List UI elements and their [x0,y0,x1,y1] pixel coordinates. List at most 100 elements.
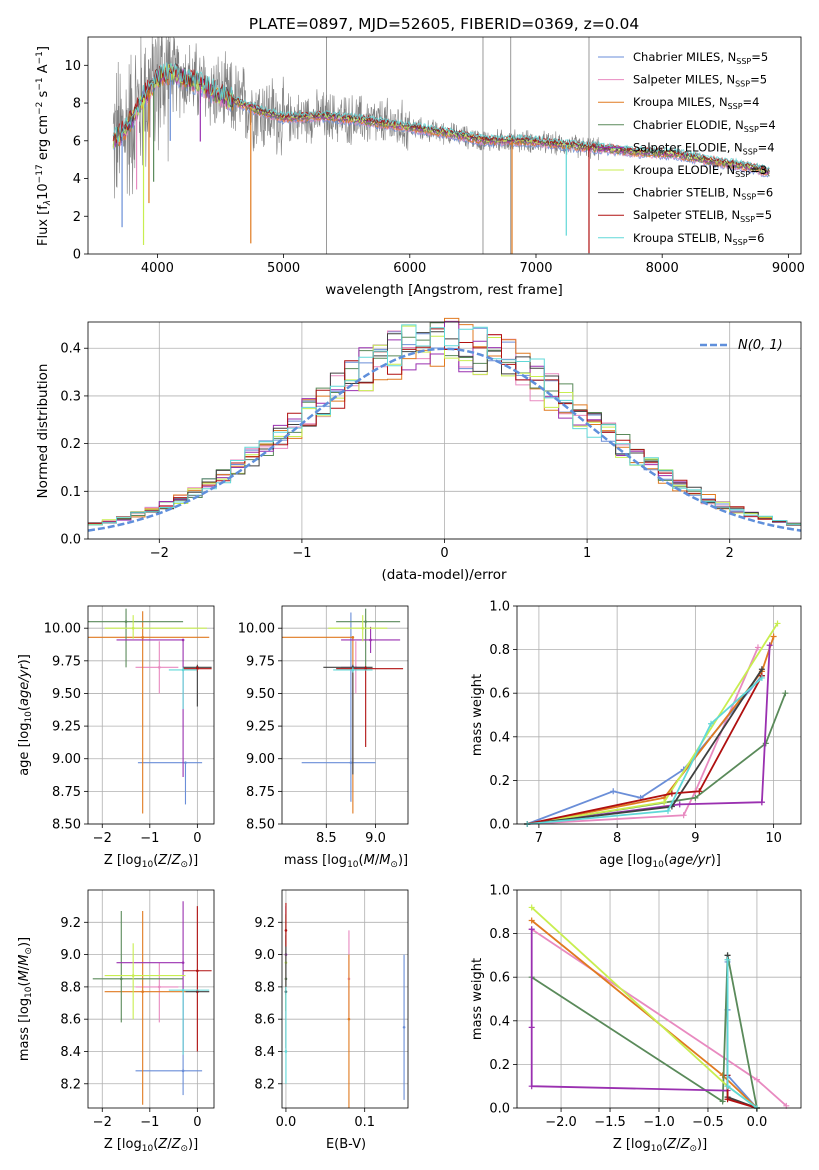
y-tick-label: 9.0 [254,948,275,963]
data-point [184,761,187,764]
age-vs-Z-chart: −2 −1 0 8.50 8.75 9.00 9.25 9.50 9.75 10.00 Z [lo… [17,605,215,870]
x-tick-label: −0.5 [692,1115,724,1130]
y-tick-label: 0.2 [489,1058,510,1073]
mass-weight-marker [668,790,675,797]
data-point [196,969,199,973]
data-point [181,638,185,642]
data-point [351,636,355,639]
y-tick-label: 9.25 [52,720,81,735]
gauss-legend-label: N(0, 1) [738,338,783,353]
data-point [181,668,185,672]
y-tick-label: 0.8 [489,927,510,942]
mass-weight-marker [692,794,699,801]
spectrum-chart: 4000 5000 6000 7000 8000 9000 0 2 4 6 8 10 waveleng… [35,36,805,298]
mass-weight-marker [724,1083,731,1090]
data-point [402,1025,406,1029]
y-tick-label: 0 [73,248,81,263]
legend-entry: Chabrier ELODIE, NSSP=4 [633,118,776,134]
y-tick-label: 0.3 [60,389,81,404]
data-point [196,667,199,670]
x-tick-label: −2 [93,1115,112,1130]
mass-weight-line [527,645,771,825]
mass-vs-Z-chart: −2 −1 08.28.48.68.89.09.2 Z [log10(Z/Z⊙)] … [17,889,215,1154]
mass-weight-marker [528,917,535,924]
y-tick-label: 0.0 [489,1102,510,1117]
mass-weight-marker [528,926,535,933]
age-vs-mass-ticks: 8.5 9.0 8.50 8.75 9.00 9.25 9.50 9.75 10.00 [238,622,386,846]
mass-weight-vs-Z-ylabel: mass weight [470,958,485,1040]
mass-weight-vs-Z-marks [528,904,790,1111]
x-tick-label: 8.5 [316,831,337,846]
mass-vs-Z-xlabel: Z [log10(Z/Z⊙)] [104,1137,198,1154]
mass-weight-marker [676,801,683,808]
mass-vs-Z-marks [92,901,212,1105]
y-tick-label: 9.25 [246,720,275,735]
mass-vs-Z-ylabel: mass [log10(M/M⊙)] [17,937,34,1061]
data-point [347,1017,351,1021]
y-tick-label: 4 [73,172,81,187]
mass-weight-marker [724,956,731,963]
age-vs-Z-ylabel: age [log10(age/yr)] [17,654,34,776]
y-tick-label: 0.0 [60,533,81,548]
mass-weight-line [527,692,787,825]
mass-weight-vs-Z-xlabel: Z [log10(Z/Z⊙)] [613,1137,707,1154]
residual-legend: N(0, 1) [700,338,783,353]
y-tick-label: 9.50 [52,687,81,702]
mass-weight-marker [758,799,765,806]
mass-weight-marker [528,1024,535,1031]
spectrum-legend: Chabrier MILES, NSSP=5 Salpeter MILES, NS… [598,50,776,247]
mass-weight-vs-age-frame [516,605,802,825]
data-point [369,638,372,642]
age-vs-Z-ticks: −2 −1 0 8.50 8.75 9.00 9.25 9.50 9.75 10.00 [44,622,202,846]
mass-vs-EBV-xlabel: E(B-V) [326,1137,366,1152]
mass-weight-marker [770,633,777,640]
age-vs-Z-frame [87,605,215,825]
legend-entry: Kroupa ELODIE, NSSP=3 [633,163,767,179]
data-point [141,990,144,994]
mass-weight-marker [664,807,671,814]
age-vs-mass-frame [281,605,409,825]
data-point [181,1069,185,1073]
y-tick-label: 0.0 [489,818,510,833]
legend-entry: Chabrier STELIB, NSSP=6 [633,186,773,202]
age-vs-mass-grid [282,606,408,825]
x-tick-label: 8000 [646,261,679,276]
mass-weight-vs-Z-chart: −2.0 −1.5 −1.0 −0.5 0.0 0.0 0.2 0.4 0.6 0.8 1.0 Z … [470,884,802,1154]
mass-weight-vs-age-marks [524,620,789,827]
y-tick-label: 0.1 [60,485,81,500]
x-tick-label: 2 [726,546,734,561]
y-tick-label: 8.2 [254,1077,275,1092]
legend-entry: Salpeter STELIB, NSSP=5 [633,208,772,224]
mass-weight-marker [782,690,789,697]
y-tick-label: 10.00 [44,622,81,637]
age-vs-mass-marks [282,608,404,814]
residual-ticks: −2 −1 0 1 2 0.0 0.1 0.2 0.3 0.4 [60,342,734,561]
x-tick-label: −1.0 [643,1115,675,1130]
x-tick-label: 0 [193,831,201,846]
x-tick-label: 0 [440,546,448,561]
gauss-reference-curve [87,347,802,532]
data-point [351,668,355,672]
residual-xlabel: (data-model)/error [381,567,507,583]
y-tick-label: 9.0 [60,948,81,963]
y-tick-label: 0.2 [489,774,510,789]
mass-weight-line [527,622,779,825]
x-tick-label: −1.5 [594,1115,626,1130]
mass-weight-line [527,677,763,825]
y-tick-label: 2 [73,210,81,225]
data-point [364,667,367,670]
y-tick-label: 8.75 [52,785,81,800]
legend-entry: Chabrier MILES, NSSP=5 [633,50,768,66]
data-point [119,977,123,981]
data-point [284,1050,288,1053]
y-tick-label: 0.8 [489,643,510,658]
mass-vs-Z-ticks: −2 −1 0 8.2 8.4 8.6 8.8 9.0 9.2 [60,916,201,1130]
mass-weight-vs-Z-grid [517,889,801,1109]
mass-vs-Z-frame [87,889,215,1109]
mass-weight-marker [754,644,761,651]
y-tick-label: 9.2 [254,916,275,931]
x-tick-label: 0.1 [354,1115,375,1130]
y-tick-label: 8.6 [60,1013,81,1028]
spectrum-marks [112,36,770,254]
